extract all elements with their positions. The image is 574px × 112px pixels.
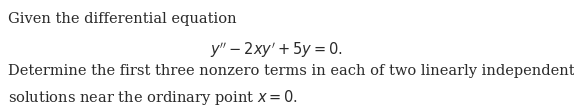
- Text: solutions near the ordinary point $x = 0$.: solutions near the ordinary point $x = 0…: [8, 88, 298, 107]
- Text: Determine the first three nonzero terms in each of two linearly independent: Determine the first three nonzero terms …: [8, 64, 574, 78]
- Text: Given the differential equation: Given the differential equation: [8, 12, 236, 26]
- Text: $y'' - 2xy' + 5y = 0.$: $y'' - 2xy' + 5y = 0.$: [210, 40, 343, 60]
